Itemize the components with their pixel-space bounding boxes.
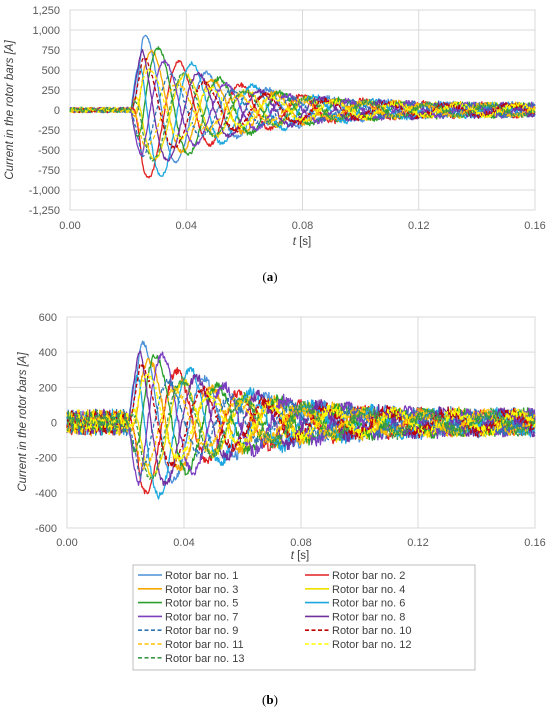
x-axis-title-b: t [s] — [291, 550, 310, 562]
x-tick-label: 0.12 — [408, 220, 429, 232]
y-tick-label: 250 — [42, 85, 60, 97]
y-tick-label: -600 — [35, 523, 57, 535]
legend-label: Rotor bar no. 12 — [332, 639, 412, 651]
y-axis-title-a: Current in the rotor bars [A] — [4, 40, 16, 180]
x-tick-label: 0.04 — [173, 537, 194, 549]
y-tick-label: 400 — [39, 347, 57, 359]
y-tick-label: -250 — [38, 125, 60, 137]
legend: Rotor bar no. 1 Rotor bar no. 2 Rotor bar … — [132, 564, 476, 671]
legend-label: Rotor bar no. 6 — [332, 598, 405, 610]
series-line-rotor-bar-13 — [66, 375, 536, 481]
legend-label: Rotor bar no. 4 — [332, 584, 405, 596]
x-tick-label: 0.04 — [176, 220, 197, 232]
y-tick-label: -200 — [35, 453, 57, 465]
y-tick-label: 600 — [39, 312, 57, 324]
y-tick-label: 1,000 — [32, 25, 60, 37]
legend-label: Rotor bar no. 5 — [165, 598, 238, 610]
y-axis-title-b: Current in the rotor bars [A] — [17, 352, 29, 492]
y-tick-label: -500 — [38, 145, 60, 157]
x-tick-label: 0.08 — [290, 537, 311, 549]
x-tick-label: 0.00 — [56, 537, 77, 549]
series-line-rotor-bar-13 — [69, 72, 536, 162]
y-tick-label: -1,000 — [29, 185, 60, 197]
y-tick-label: 500 — [42, 65, 60, 77]
y-tick-label: -1,250 — [29, 205, 60, 217]
legend-label: Rotor bar no. 10 — [332, 625, 412, 637]
legend-label: Rotor bar no. 2 — [332, 570, 405, 582]
ytick-labels-a: -1,250 -1,000 -750 -500 -250 0 250 500 750 1,000 1… — [29, 5, 60, 217]
y-tick-label: -750 — [38, 165, 60, 177]
x-tick-label: 0.00 — [59, 220, 80, 232]
y-tick-label: -400 — [35, 488, 57, 500]
y-tick-label: 200 — [39, 382, 57, 394]
y-tick-label: 0 — [54, 105, 60, 117]
legend-label: Rotor bar no. 1 — [165, 570, 238, 582]
legend-label: Rotor bar no. 8 — [332, 611, 405, 623]
legend-label: Rotor bar no. 9 — [165, 625, 238, 637]
series-line-rotor-bar-5 — [69, 46, 536, 156]
series-line-rotor-bar-9 — [69, 73, 536, 158]
series-layer-b — [66, 340, 536, 500]
panel-label-a: (a) — [262, 269, 277, 284]
y-tick-label: 750 — [42, 45, 60, 57]
x-tick-label: 0.16 — [524, 537, 545, 549]
panel-label-b: (b) — [262, 692, 278, 707]
y-tick-label: 0 — [51, 418, 57, 430]
xtick-labels-a: 0.00 0.04 0.08 0.12 0.16 — [59, 220, 545, 232]
series-line-rotor-bar-12 — [69, 68, 536, 141]
ytick-labels-b: -600 -400 -200 0 200 400 600 — [35, 312, 57, 535]
series-line-rotor-bar-12 — [66, 372, 536, 462]
legend-label: Rotor bar no. 3 — [165, 584, 238, 596]
x-axis-title-a: t [s] — [293, 236, 312, 248]
series-line-rotor-bar-8 — [69, 48, 536, 162]
legend-label: Rotor bar no. 7 — [165, 611, 238, 623]
legend-box — [132, 564, 476, 671]
legend-label: Rotor bar no. 11 — [165, 639, 244, 651]
series-layer-a — [69, 34, 536, 179]
x-tick-label: 0.12 — [407, 537, 428, 549]
x-tick-label: 0.16 — [524, 220, 545, 232]
legend-label: Rotor bar no. 13 — [165, 653, 245, 665]
series-line-rotor-bar-3 — [69, 49, 536, 154]
xtick-labels-b: 0.00 0.04 0.08 0.12 0.16 — [56, 537, 545, 549]
chart-a-rotor-bar-currents: -1,250 -1,000 -750 -500 -250 0 250 500 750 1,000 1… — [4, 5, 546, 284]
y-tick-label: 1,250 — [32, 5, 60, 17]
x-tick-label: 0.08 — [292, 220, 313, 232]
